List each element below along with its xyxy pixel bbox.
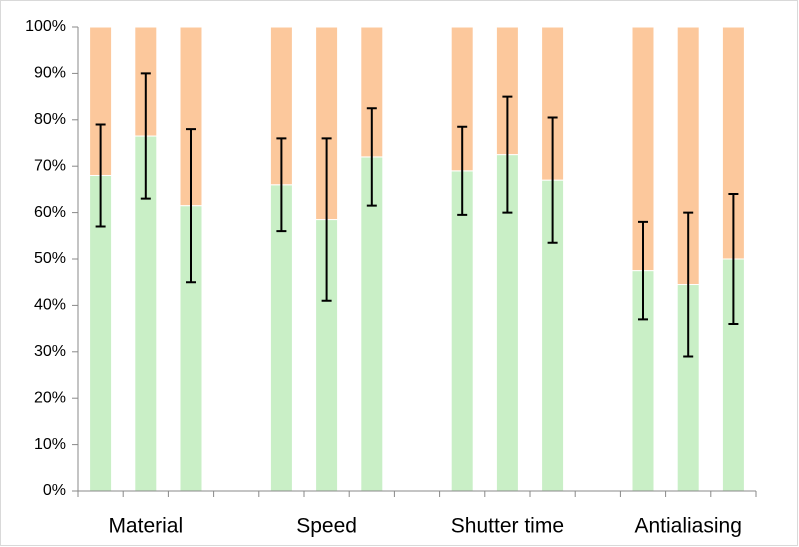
y-tick-label: 30% <box>34 343 66 360</box>
x-tick-label: Speed <box>296 515 357 538</box>
bar-segment <box>450 170 474 492</box>
y-tick-label: 90% <box>34 65 66 82</box>
y-tick-label: 0% <box>43 482 66 499</box>
y-tick-label: 40% <box>34 297 66 314</box>
error-bar <box>366 107 377 207</box>
error-bar <box>95 123 106 228</box>
x-tick-label: Antialiasing <box>634 515 741 538</box>
y-tick-label: 70% <box>34 157 66 174</box>
y-tick-label: 100% <box>25 18 66 35</box>
error-bar <box>683 211 694 358</box>
x-tick-label: Shutter time <box>451 515 564 538</box>
bar-segment <box>360 156 384 492</box>
error-bar <box>547 116 558 244</box>
y-tick-label: 50% <box>34 250 66 267</box>
error-bar <box>638 220 648 321</box>
error-bar <box>321 137 332 302</box>
y-tick-label: 60% <box>34 204 66 221</box>
y-tick-label: 20% <box>34 389 66 406</box>
x-tick-label: Material <box>108 515 183 538</box>
y-tick-label: 10% <box>34 436 66 453</box>
error-bar <box>276 137 287 233</box>
error-bar <box>457 125 468 216</box>
y-tick-label: 80% <box>34 111 66 128</box>
error-bar <box>502 95 513 214</box>
error-bar <box>728 193 739 325</box>
error-bar <box>140 72 151 200</box>
error-bar <box>186 128 196 284</box>
